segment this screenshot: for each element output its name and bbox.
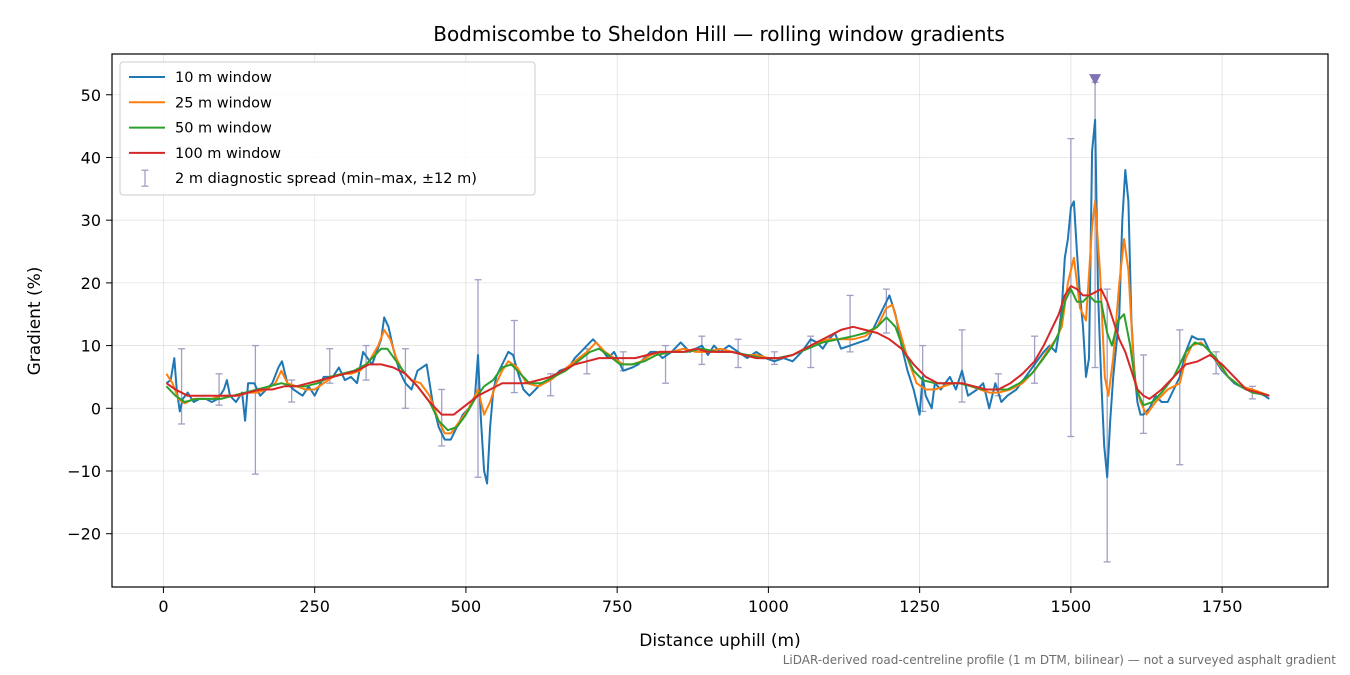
series-line-100-m-window [165,285,1270,416]
x-tick-label: 1000 [748,597,789,616]
legend-label: 2 m diagnostic spread (min–max, ±12 m) [175,171,477,187]
error-bar [362,344,370,381]
peak-marker-layer [1089,74,1102,86]
error-bar [846,294,854,353]
legend-box [119,61,536,196]
x-tick-label: 750 [602,597,633,616]
y-tick-label: −10 [67,462,101,481]
y-tick-label: 0 [91,399,101,418]
error-bar [178,348,186,425]
x-tick-label: 1250 [899,597,940,616]
peak-marker [1089,74,1102,86]
x-tick-label: 1500 [1051,597,1092,616]
error-bar [215,373,223,406]
plot-frame [111,53,1329,588]
error-bar [438,388,446,447]
error-bar [251,344,259,475]
legend-label: 10 m window [175,70,272,86]
y-tick-label: 40 [81,148,101,167]
series-line-10-m-window [165,118,1270,485]
error-bar [1139,354,1147,435]
y-tick-label: 10 [81,337,101,356]
x-tick-label: 0 [158,597,168,616]
x-tick-label: 1750 [1202,597,1243,616]
y-tick-label: −20 [67,525,101,544]
error-bar [1176,329,1184,466]
error-bar [807,335,815,369]
x-axis-label: Distance uphill (m) [639,631,800,651]
y-tick-label: 20 [81,274,101,293]
legend-label: 50 m window [175,121,272,137]
error-bar [882,288,890,334]
y-tick-label: 30 [81,211,101,230]
legend-label: 25 m window [175,95,272,111]
error-bar [958,329,966,403]
y-tick-label: 50 [81,86,101,105]
x-tick-label: 250 [299,597,330,616]
axis-ticks: 0 250 500 750 1000 1250 1500 1750 −20 −10 0 10 20 30 4… [67,86,1242,616]
error-bar [474,279,482,478]
legend: 10 m window 25 m window 50 m window 100 m w… [119,61,536,196]
grid [112,54,1328,587]
y-axis-label: Gradient (%) [25,267,45,376]
legend-label: 100 m window [175,146,281,162]
x-tick-label: 500 [451,597,482,616]
error-bar [401,348,409,409]
footnote: LiDAR-derived road-centreline profile (1… [783,653,1337,667]
chart-title: Bodmiscombe to Sheldon Hill — rolling wi… [433,22,1005,46]
series-lines [165,118,1270,485]
